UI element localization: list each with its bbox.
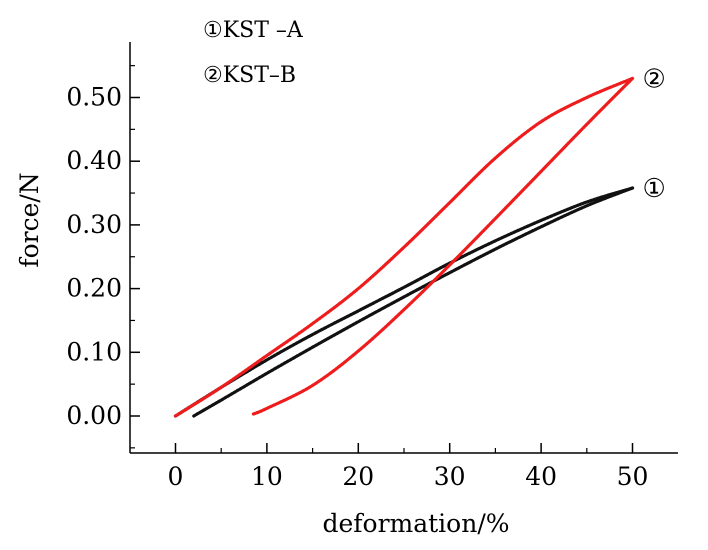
series-2-loading-curve [173,76,635,418]
series-2-end-label: ② [643,64,666,94]
series-1-loading-curve [173,186,635,418]
legend-entry-2: ②KST–B [203,63,296,88]
x-tick-label: 50 [617,462,649,491]
series-2-unloading-curve [251,76,635,416]
series-1-end-label: ① [643,174,666,204]
series-1-unloading-curve [192,186,635,418]
x-tick-label: 10 [251,462,283,491]
legend: ①KST –A ②KST–B [203,18,304,88]
series-layer: ①② [173,64,666,418]
y-tick-label: 0.50 [66,83,122,112]
x-tick-label: 30 [434,462,466,491]
y-tick-label: 0.00 [66,401,122,430]
y-tick-label: 0.20 [66,274,122,303]
x-axis-title: deformation/% [322,509,509,538]
x-tick-label: 0 [168,462,184,491]
legend-entry-1: ①KST –A [203,18,304,43]
y-tick-label: 0.40 [66,146,122,175]
x-tick-label: 40 [525,462,557,491]
x-tick-label: 20 [342,462,374,491]
y-axis-title: force/N [15,172,44,267]
axes: 0.00 0.10 0.20 0.30 0.40 0.50 0 10 20 30 40 50 [66,42,678,491]
y-tick-label: 0.10 [66,337,122,366]
y-tick-label: 0.30 [66,210,122,239]
